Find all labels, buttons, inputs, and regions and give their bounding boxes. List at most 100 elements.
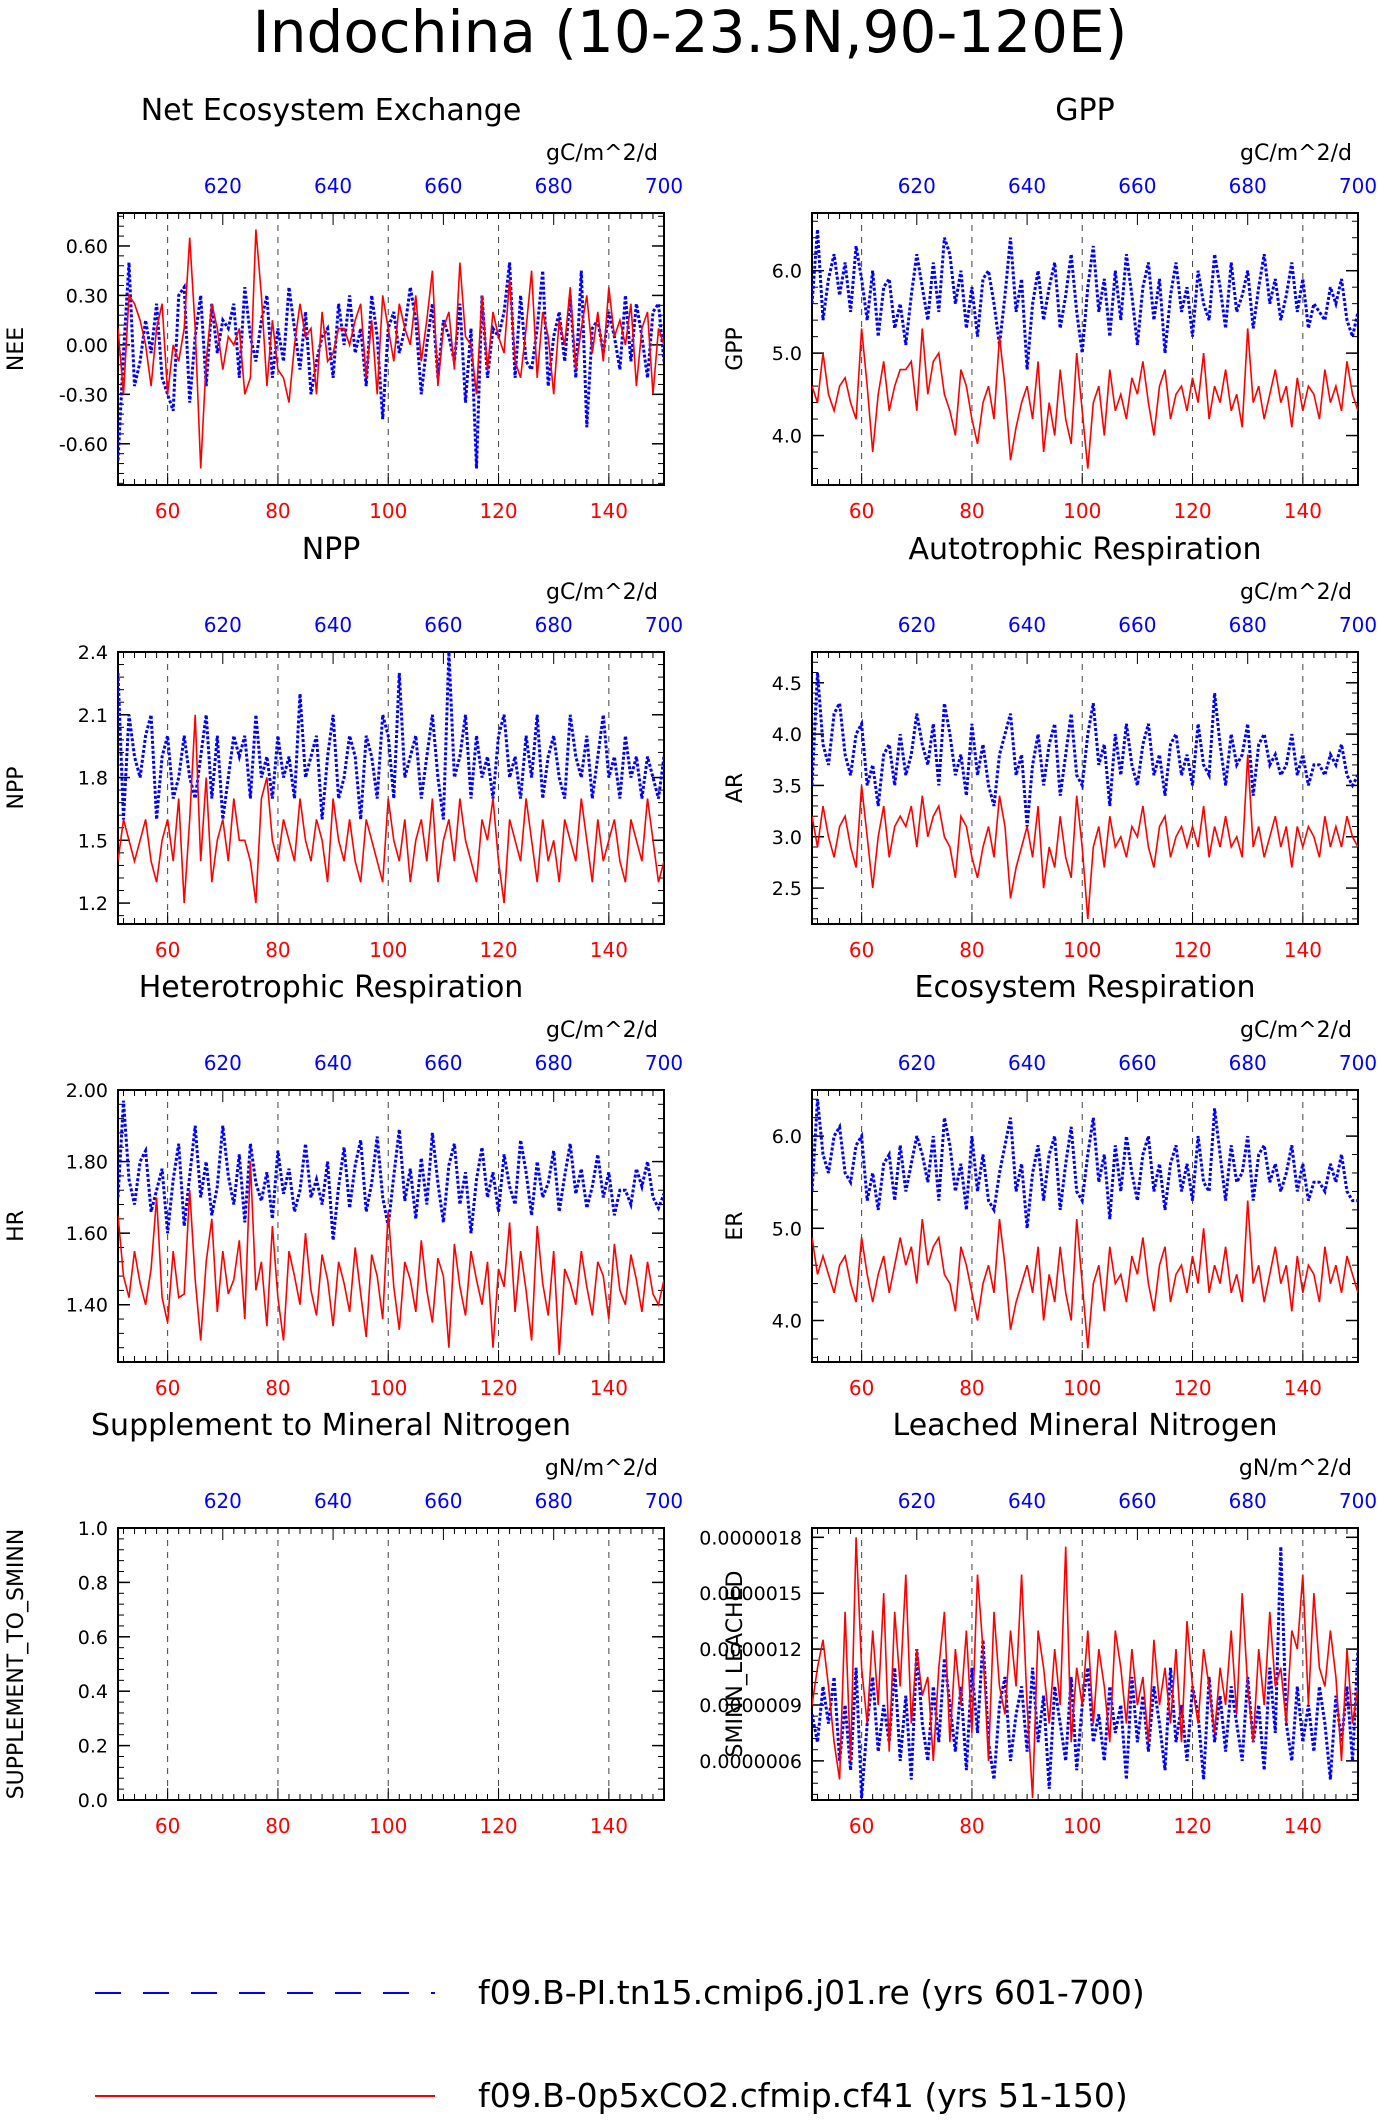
x-tick-label: 60 [155, 1376, 180, 1400]
y-tick-label: 0.0000018 [699, 1527, 802, 1549]
y-tick-label: 1.60 [66, 1223, 108, 1245]
x-tick-label: 140 [1284, 1814, 1322, 1838]
x-tick-label: 80 [265, 499, 290, 523]
y-tick-label: 0.0000012 [699, 1639, 802, 1661]
y-axis-label: HR [4, 1210, 29, 1242]
y-tick-label: 4.5 [772, 673, 802, 695]
plot-frame [117, 651, 665, 925]
x-tick-label: 60 [155, 938, 180, 962]
y-axis-label: NPP [4, 767, 29, 810]
panel-title: Autotrophic Respiration [908, 532, 1261, 567]
y-tick-label: 0.0 [78, 1790, 108, 1812]
units-label: gN/m^2/d [1239, 1456, 1352, 1481]
panel-7: Leached Mineral Nitrogen gN/m^2/d 60 80 100 1… [699, 1408, 1377, 1838]
x-top-tick-label: 640 [314, 1489, 352, 1513]
y-tick-label: 1.40 [66, 1295, 108, 1317]
x-top-tick-label: 640 [314, 174, 352, 198]
x-tick-label: 60 [155, 1814, 180, 1838]
y-tick-label: 0.30 [66, 285, 108, 307]
y-tick-label: 4.0 [772, 724, 802, 746]
series-line-red [118, 229, 664, 469]
x-tick-label: 120 [479, 499, 517, 523]
x-tick-label: 120 [1173, 1376, 1211, 1400]
x-tick-label: 80 [959, 1814, 984, 1838]
y-tick-label: 6.0 [772, 1126, 802, 1148]
x-top-tick-label: 660 [1118, 613, 1156, 637]
panel-4: Heterotrophic Respiration gC/m^2/d 60 80 100… [4, 970, 683, 1400]
panel-5: Ecosystem Respiration gC/m^2/d 60 80 100 120 1… [723, 970, 1377, 1400]
panel-3: Autotrophic Respiration gC/m^2/d 60 80 100 12… [723, 532, 1377, 962]
x-top-tick-label: 660 [424, 613, 462, 637]
x-tick-label: 140 [590, 499, 628, 523]
x-tick-label: 140 [590, 938, 628, 962]
x-tick-label: 140 [590, 1814, 628, 1838]
x-top-tick-label: 660 [1118, 1051, 1156, 1075]
x-top-tick-label: 700 [645, 174, 683, 198]
x-tick-label: 120 [479, 1376, 517, 1400]
x-top-tick-label: 620 [204, 174, 242, 198]
y-tick-label: -0.30 [59, 384, 108, 406]
x-top-tick-label: 620 [898, 174, 936, 198]
x-tick-label: 100 [369, 499, 407, 523]
y-tick-label: 2.00 [66, 1080, 108, 1102]
x-tick-label: 120 [1173, 499, 1211, 523]
x-top-tick-label: 700 [1339, 1489, 1377, 1513]
y-tick-label: 3.0 [772, 827, 802, 849]
y-tick-label: 4.0 [772, 1311, 802, 1333]
y-tick-label: 5.0 [772, 1218, 802, 1240]
y-tick-label: -0.60 [59, 434, 108, 456]
x-top-tick-label: 680 [1229, 174, 1267, 198]
y-tick-label: 0.0000006 [699, 1751, 802, 1773]
y-tick-label: 0.0000009 [699, 1695, 802, 1717]
legend: f09.B-PI.tn15.cmip6.j01.re (yrs 601-700)… [95, 1973, 1145, 2115]
x-tick-label: 100 [1063, 499, 1101, 523]
panel-title: Leached Mineral Nitrogen [893, 1408, 1278, 1443]
x-top-tick-label: 660 [424, 1489, 462, 1513]
x-tick-label: 60 [849, 938, 874, 962]
x-tick-label: 140 [1284, 1376, 1322, 1400]
plot-frame [117, 1089, 665, 1363]
x-top-tick-label: 700 [1339, 613, 1377, 637]
units-label: gC/m^2/d [546, 1018, 658, 1043]
x-tick-label: 120 [479, 1814, 517, 1838]
x-top-tick-label: 680 [1229, 1051, 1267, 1075]
y-tick-label: 1.2 [78, 893, 108, 915]
y-tick-label: 5.0 [772, 343, 802, 365]
series-line-red [812, 328, 1358, 469]
x-tick-label: 100 [369, 1814, 407, 1838]
y-axis-label: ER [723, 1211, 748, 1240]
x-tick-label: 140 [1284, 499, 1322, 523]
y-tick-label: 0.00 [66, 335, 108, 357]
y-tick-label: 2.4 [78, 642, 108, 664]
series-line-red [118, 714, 664, 904]
x-tick-label: 60 [849, 499, 874, 523]
x-tick-label: 80 [265, 1814, 290, 1838]
x-tick-label: 80 [265, 938, 290, 962]
x-top-tick-label: 640 [1008, 1051, 1046, 1075]
x-top-tick-label: 620 [204, 613, 242, 637]
x-top-tick-label: 660 [1118, 174, 1156, 198]
x-top-tick-label: 700 [645, 613, 683, 637]
y-tick-label: 0.60 [66, 236, 108, 258]
x-tick-label: 100 [369, 938, 407, 962]
x-tick-label: 140 [1284, 938, 1322, 962]
x-tick-label: 120 [1173, 1814, 1211, 1838]
x-tick-label: 80 [265, 1376, 290, 1400]
series-line-red [812, 1200, 1358, 1349]
x-top-tick-label: 620 [204, 1051, 242, 1075]
y-axis-label: SMINN_LEACHED [723, 1571, 748, 1758]
series-line-blue [118, 1100, 664, 1241]
y-tick-label: 3.5 [772, 775, 802, 797]
x-top-tick-label: 620 [898, 1051, 936, 1075]
y-tick-label: 1.8 [78, 768, 108, 790]
legend-label-0: f09.B-PI.tn15.cmip6.j01.re (yrs 601-700) [478, 1973, 1145, 2012]
x-top-tick-label: 700 [1339, 1051, 1377, 1075]
y-tick-label: 0.2 [78, 1736, 108, 1758]
x-tick-label: 100 [1063, 1814, 1101, 1838]
x-top-tick-label: 680 [535, 174, 573, 198]
x-top-tick-label: 640 [314, 1051, 352, 1075]
series-line-red [812, 754, 1358, 919]
x-tick-label: 100 [369, 1376, 407, 1400]
units-label: gC/m^2/d [1240, 141, 1352, 166]
panel-1: GPP gC/m^2/d 60 80 100 120 140 620 640 660 680 700 4… [723, 93, 1377, 523]
